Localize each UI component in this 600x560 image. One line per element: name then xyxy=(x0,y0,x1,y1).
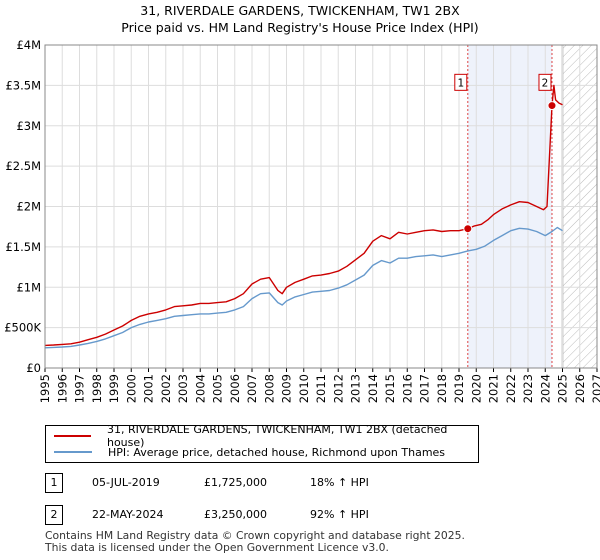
sale-hpi-change: 18% ↑ HPI xyxy=(310,476,369,489)
x-tick-label: 2000 xyxy=(124,374,138,403)
x-tick-label: 2027 xyxy=(590,374,600,403)
chart-title: 31, RIVERDALE GARDENS, TWICKENHAM, TW1 2… xyxy=(0,2,600,36)
x-tick-label: 2006 xyxy=(228,374,242,403)
sale-hpi-change: 92% ↑ HPI xyxy=(310,508,369,521)
plot-frame xyxy=(44,44,598,369)
y-tick-label: £4M xyxy=(16,38,41,52)
footer-line-1: Contains HM Land Registry data © Crown c… xyxy=(45,529,465,542)
x-tick-label: 1999 xyxy=(107,374,121,403)
x-tick-label: 2017 xyxy=(418,374,432,403)
legend-item-hpi: HPI: Average price, detached house, Rich… xyxy=(54,444,445,460)
x-tick-label: 1998 xyxy=(90,374,104,403)
x-tick-label: 2015 xyxy=(383,374,397,403)
sale-badge: 2 xyxy=(45,505,63,525)
property-price-line xyxy=(44,84,563,347)
title-text: 31, RIVERDALE GARDENS, TWICKENHAM, TW1 2… xyxy=(140,3,460,18)
footer-line-2: This data is licensed under the Open Gov… xyxy=(45,540,389,554)
x-tick-label: 1997 xyxy=(73,374,87,403)
legend: 31, RIVERDALE GARDENS, TWICKENHAM, TW1 2… xyxy=(45,423,479,463)
legend-item-property: 31, RIVERDALE GARDENS, TWICKENHAM, TW1 2… xyxy=(54,423,478,449)
x-tick-label: 2009 xyxy=(280,374,294,403)
x-tick-label: 2016 xyxy=(400,374,414,403)
x-tick-label: 2022 xyxy=(504,374,518,403)
sale-label-box xyxy=(454,73,468,91)
x-tick-label: 2011 xyxy=(314,374,328,403)
x-tick-label: 1996 xyxy=(55,374,69,403)
sale-price: £3,250,000 xyxy=(204,508,267,521)
x-tick-label: 2019 xyxy=(452,374,466,403)
legend-label-hpi: HPI: Average price, detached house, Rich… xyxy=(108,445,446,459)
footer-note: Contains HM Land Registry data © Crown c… xyxy=(45,530,465,553)
legend-swatch-property xyxy=(54,435,91,437)
x-tick-label: 2020 xyxy=(469,374,483,403)
x-tick-label: 2026 xyxy=(573,374,587,403)
x-tick-label: 2012 xyxy=(331,374,345,403)
legend-swatch-hpi xyxy=(54,451,92,453)
y-tick-label: £3.5M xyxy=(5,78,41,92)
sale-badge: 1 xyxy=(45,473,63,493)
y-tick-label: £2M xyxy=(16,200,41,214)
x-tick-label: 2008 xyxy=(262,374,276,403)
sale-point xyxy=(463,224,473,234)
x-tick-label: 2023 xyxy=(521,374,535,403)
x-tick-label: 1995 xyxy=(38,374,52,403)
x-tick-label: 2021 xyxy=(487,374,501,403)
sale-label-box xyxy=(538,73,552,91)
x-tick-label: 2004 xyxy=(193,374,207,403)
sale-date: 05-JUL-2019 xyxy=(92,476,160,489)
sale-price: £1,725,000 xyxy=(204,476,267,489)
hpi-line xyxy=(44,226,563,349)
sale-label-number: 2 xyxy=(542,77,549,89)
y-tick-label: £3M xyxy=(16,119,41,133)
x-tick-label: 2025 xyxy=(556,374,570,403)
x-tick-label: 2005 xyxy=(211,374,225,403)
x-tick-label: 2024 xyxy=(538,374,552,403)
x-tick-label: 2007 xyxy=(245,374,259,403)
chart-plot: 1 2 £0 £500K £1M £1.5M £2M £2.5M £3M £3.5M £4M 199… xyxy=(4,38,600,403)
y-tick-label: £2.5M xyxy=(5,159,41,173)
sale-label-number: 1 xyxy=(457,77,464,89)
y-tick-label: £1.5M xyxy=(5,240,41,254)
x-tick-label: 2003 xyxy=(176,374,190,403)
x-tick-label: 2018 xyxy=(435,374,449,403)
subtitle-text: Price paid vs. HM Land Registry's House … xyxy=(121,20,479,35)
y-tick-label: £0 xyxy=(26,361,41,375)
x-tick-label: 2002 xyxy=(159,374,173,403)
legend-label-property: 31, RIVERDALE GARDENS, TWICKENHAM, TW1 2… xyxy=(106,423,448,449)
x-tick-label: 2013 xyxy=(349,374,363,403)
sale-point xyxy=(547,101,557,111)
x-tick-label: 2014 xyxy=(366,374,380,403)
x-tick-label: 2001 xyxy=(142,374,156,403)
y-tick-label: £1M xyxy=(16,280,41,294)
x-tick-label: 2010 xyxy=(297,374,311,403)
y-tick-label: £500K xyxy=(4,321,41,335)
sale-date: 22-MAY-2024 xyxy=(92,508,164,521)
